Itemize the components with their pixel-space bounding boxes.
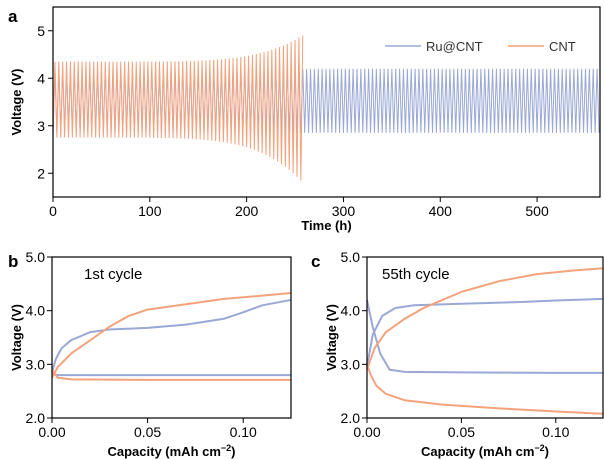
x-tick-label-b: 0.05 xyxy=(134,424,161,440)
discharge-curve-ru-cnt-c xyxy=(366,299,603,374)
y-tick-label-c: 4.0 xyxy=(341,303,361,319)
y-tick-label-a: 2 xyxy=(37,165,45,181)
x-axis-title-a: Time (h) xyxy=(301,218,351,233)
legend-label-cnt: CNT xyxy=(549,39,576,54)
y-tick-label-a: 3 xyxy=(37,118,45,134)
discharge-curve-ru-cnt-b xyxy=(51,373,291,377)
x-tick-label-c: 0.05 xyxy=(448,424,475,440)
discharge-curve-cnt-c xyxy=(366,363,604,415)
charge-curve-ru-cnt-b xyxy=(51,298,292,373)
panel-letter-b: b xyxy=(8,252,18,271)
y-tick-label-a: 5 xyxy=(37,23,45,39)
y-tick-label-b: 3.0 xyxy=(26,356,46,372)
discharge-curve-cnt-b xyxy=(51,369,291,381)
legend-label-ru-cnt: Ru@CNT xyxy=(426,39,483,54)
y-tick-label-b: 4.0 xyxy=(26,303,46,319)
y-tick-label-c: 2.0 xyxy=(341,410,361,426)
x-tick-label-a: 400 xyxy=(429,203,453,219)
x-axis-title-c: Capacity (mAh cm−2) xyxy=(421,443,549,459)
y-tick-label-c: 3.0 xyxy=(341,356,361,372)
x-tick-label-a: 100 xyxy=(138,203,162,219)
charge-curve-cnt-c xyxy=(366,267,604,371)
y-axis-title-c: Voltage (V) xyxy=(324,304,339,371)
panel-b-chart: 0.00 0.05 0.10 2.0 3.0 4.0 5.0 Capacity (mAh cm… xyxy=(9,249,292,459)
plot-frame-b xyxy=(51,256,292,419)
x-tick-label-a: 500 xyxy=(525,203,549,219)
x-tick-label-b: 0.10 xyxy=(230,424,257,440)
panel-a-chart: 0 100 200 300 400 500 2 3 4 5 Time (h) Voltage (V) R… xyxy=(9,6,601,233)
y-tick-label-c: 5.0 xyxy=(341,249,361,265)
cycle-annotation-b: 1st cycle xyxy=(84,266,142,283)
y-tick-label-a: 4 xyxy=(37,70,45,86)
x-tick-label-b: 0.00 xyxy=(38,424,65,440)
x-axis-title-b: Capacity (mAh cm−2) xyxy=(107,443,235,459)
x-tick-label-a: 200 xyxy=(235,203,259,219)
panel-letter-c: c xyxy=(311,252,320,271)
cycle-annotation-c: 55th cycle xyxy=(382,266,450,283)
x-tick-label-c: 0.10 xyxy=(542,424,569,440)
series-line-cnt xyxy=(52,35,304,181)
plot-frame-a xyxy=(52,6,601,198)
y-axis-title-a: Voltage (V) xyxy=(9,69,24,136)
plot-frame-c xyxy=(366,256,604,419)
y-tick-label-b: 2.0 xyxy=(26,410,46,426)
y-axis-title-b: Voltage (V) xyxy=(9,304,24,371)
charge-curve-ru-cnt-c xyxy=(366,297,604,368)
y-tick-label-b: 5.0 xyxy=(26,249,46,265)
panel-c-chart: 0.00 0.05 0.10 2.0 3.0 4.0 5.0 Capacity (mAh cm… xyxy=(324,249,604,459)
panel-letter-a: a xyxy=(8,7,18,26)
x-tick-label-a: 0 xyxy=(49,203,57,219)
x-tick-label-a: 300 xyxy=(332,203,356,219)
x-tick-label-c: 0.00 xyxy=(353,424,380,440)
charge-curve-cnt-b xyxy=(51,291,292,379)
